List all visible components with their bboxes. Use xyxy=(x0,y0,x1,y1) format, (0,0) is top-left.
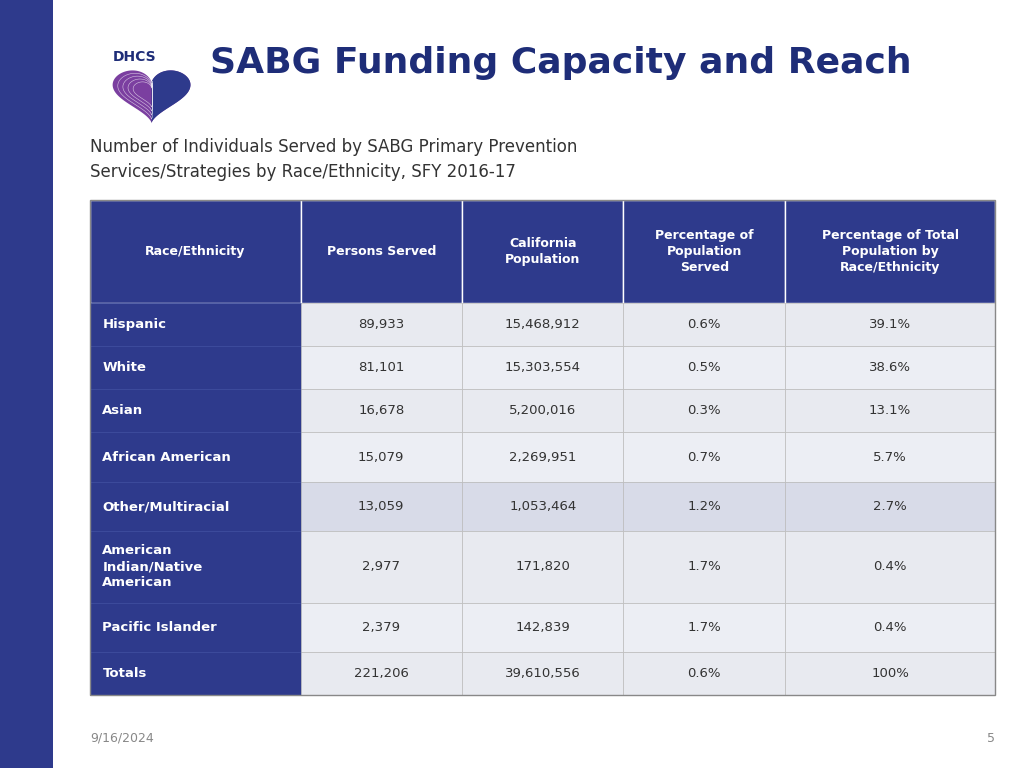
Text: SABG Funding Capacity and Reach: SABG Funding Capacity and Reach xyxy=(210,46,911,80)
Bar xyxy=(624,652,785,695)
Text: Number of Individuals Served by SABG Primary Prevention
Services/Strategies by R: Number of Individuals Served by SABG Pri… xyxy=(90,138,578,181)
Bar xyxy=(90,482,300,531)
Bar xyxy=(300,603,462,652)
Bar xyxy=(90,389,300,432)
Bar xyxy=(624,303,785,346)
Bar xyxy=(300,346,462,389)
Text: Asian: Asian xyxy=(102,405,143,418)
Text: 81,101: 81,101 xyxy=(358,362,404,375)
Polygon shape xyxy=(113,71,190,123)
Bar xyxy=(785,603,995,652)
Bar xyxy=(462,603,624,652)
Bar xyxy=(624,531,785,603)
Text: 0.7%: 0.7% xyxy=(687,451,721,464)
Text: 2.7%: 2.7% xyxy=(873,500,907,513)
Text: Percentage of
Population
Served: Percentage of Population Served xyxy=(655,229,754,274)
Text: 2,977: 2,977 xyxy=(362,561,400,574)
Bar xyxy=(90,603,300,652)
Text: Race/Ethnicity: Race/Ethnicity xyxy=(145,245,246,258)
Text: 89,933: 89,933 xyxy=(358,319,404,331)
Bar xyxy=(624,389,785,432)
Text: 1,053,464: 1,053,464 xyxy=(509,500,577,513)
Bar xyxy=(90,200,300,303)
Text: White: White xyxy=(102,362,146,375)
Bar xyxy=(90,531,300,603)
Bar xyxy=(300,432,462,482)
Bar xyxy=(785,432,995,482)
Bar xyxy=(624,432,785,482)
Bar xyxy=(624,603,785,652)
Text: Pacific Islander: Pacific Islander xyxy=(102,621,217,634)
Text: 15,468,912: 15,468,912 xyxy=(505,319,581,331)
Bar xyxy=(300,303,462,346)
Bar xyxy=(300,652,462,695)
Bar xyxy=(90,303,300,346)
Text: 16,678: 16,678 xyxy=(358,405,404,418)
Text: 221,206: 221,206 xyxy=(354,667,409,680)
Bar xyxy=(300,482,462,531)
Bar xyxy=(462,346,624,389)
Text: 15,079: 15,079 xyxy=(358,451,404,464)
Text: 39,610,556: 39,610,556 xyxy=(505,667,581,680)
Text: African American: African American xyxy=(102,451,231,464)
Bar xyxy=(624,346,785,389)
Bar xyxy=(300,389,462,432)
Bar xyxy=(785,482,995,531)
Text: 13.1%: 13.1% xyxy=(869,405,911,418)
Text: 1.7%: 1.7% xyxy=(687,561,721,574)
Text: Totals: Totals xyxy=(102,667,146,680)
Bar xyxy=(462,652,624,695)
Text: 142,839: 142,839 xyxy=(515,621,570,634)
Text: Percentage of Total
Population by
Race/Ethnicity: Percentage of Total Population by Race/E… xyxy=(821,229,958,274)
Text: American
Indian/Native
American: American Indian/Native American xyxy=(102,545,203,590)
Text: 5.7%: 5.7% xyxy=(873,451,907,464)
Text: 38.6%: 38.6% xyxy=(869,362,911,375)
Bar xyxy=(785,303,995,346)
Text: 2,379: 2,379 xyxy=(362,621,400,634)
Text: 0.4%: 0.4% xyxy=(873,561,907,574)
Bar xyxy=(785,200,995,303)
Bar xyxy=(785,389,995,432)
Text: 171,820: 171,820 xyxy=(515,561,570,574)
Text: Other/Multiracial: Other/Multiracial xyxy=(102,500,229,513)
Bar xyxy=(785,531,995,603)
Bar xyxy=(462,200,624,303)
Text: 2,269,951: 2,269,951 xyxy=(509,451,577,464)
Text: Persons Served: Persons Served xyxy=(327,245,436,258)
Bar xyxy=(462,531,624,603)
Text: 5: 5 xyxy=(987,732,995,745)
Bar xyxy=(462,432,624,482)
Bar xyxy=(624,482,785,531)
Text: 0.4%: 0.4% xyxy=(873,621,907,634)
Bar xyxy=(785,346,995,389)
Bar xyxy=(90,200,995,695)
Text: 15,303,554: 15,303,554 xyxy=(505,362,581,375)
Text: 13,059: 13,059 xyxy=(358,500,404,513)
Text: 100%: 100% xyxy=(871,667,909,680)
Text: 0.6%: 0.6% xyxy=(687,319,721,331)
Bar xyxy=(624,200,785,303)
Bar xyxy=(90,432,300,482)
Bar xyxy=(90,346,300,389)
Text: DHCS: DHCS xyxy=(113,50,157,64)
Bar xyxy=(300,200,462,303)
Bar xyxy=(462,389,624,432)
Text: 39.1%: 39.1% xyxy=(869,319,911,331)
Bar xyxy=(462,482,624,531)
Text: 0.5%: 0.5% xyxy=(687,362,721,375)
Bar xyxy=(0,0,53,768)
Text: 1.2%: 1.2% xyxy=(687,500,721,513)
Bar xyxy=(300,531,462,603)
Bar xyxy=(90,652,300,695)
Text: 9/16/2024: 9/16/2024 xyxy=(90,732,154,745)
Bar xyxy=(785,652,995,695)
Text: 0.3%: 0.3% xyxy=(687,405,721,418)
Text: 0.6%: 0.6% xyxy=(687,667,721,680)
Text: California
Population: California Population xyxy=(505,237,581,266)
Text: Hispanic: Hispanic xyxy=(102,319,166,331)
Bar xyxy=(462,303,624,346)
Text: 1.7%: 1.7% xyxy=(687,621,721,634)
Text: 5,200,016: 5,200,016 xyxy=(509,405,577,418)
Polygon shape xyxy=(152,71,190,123)
